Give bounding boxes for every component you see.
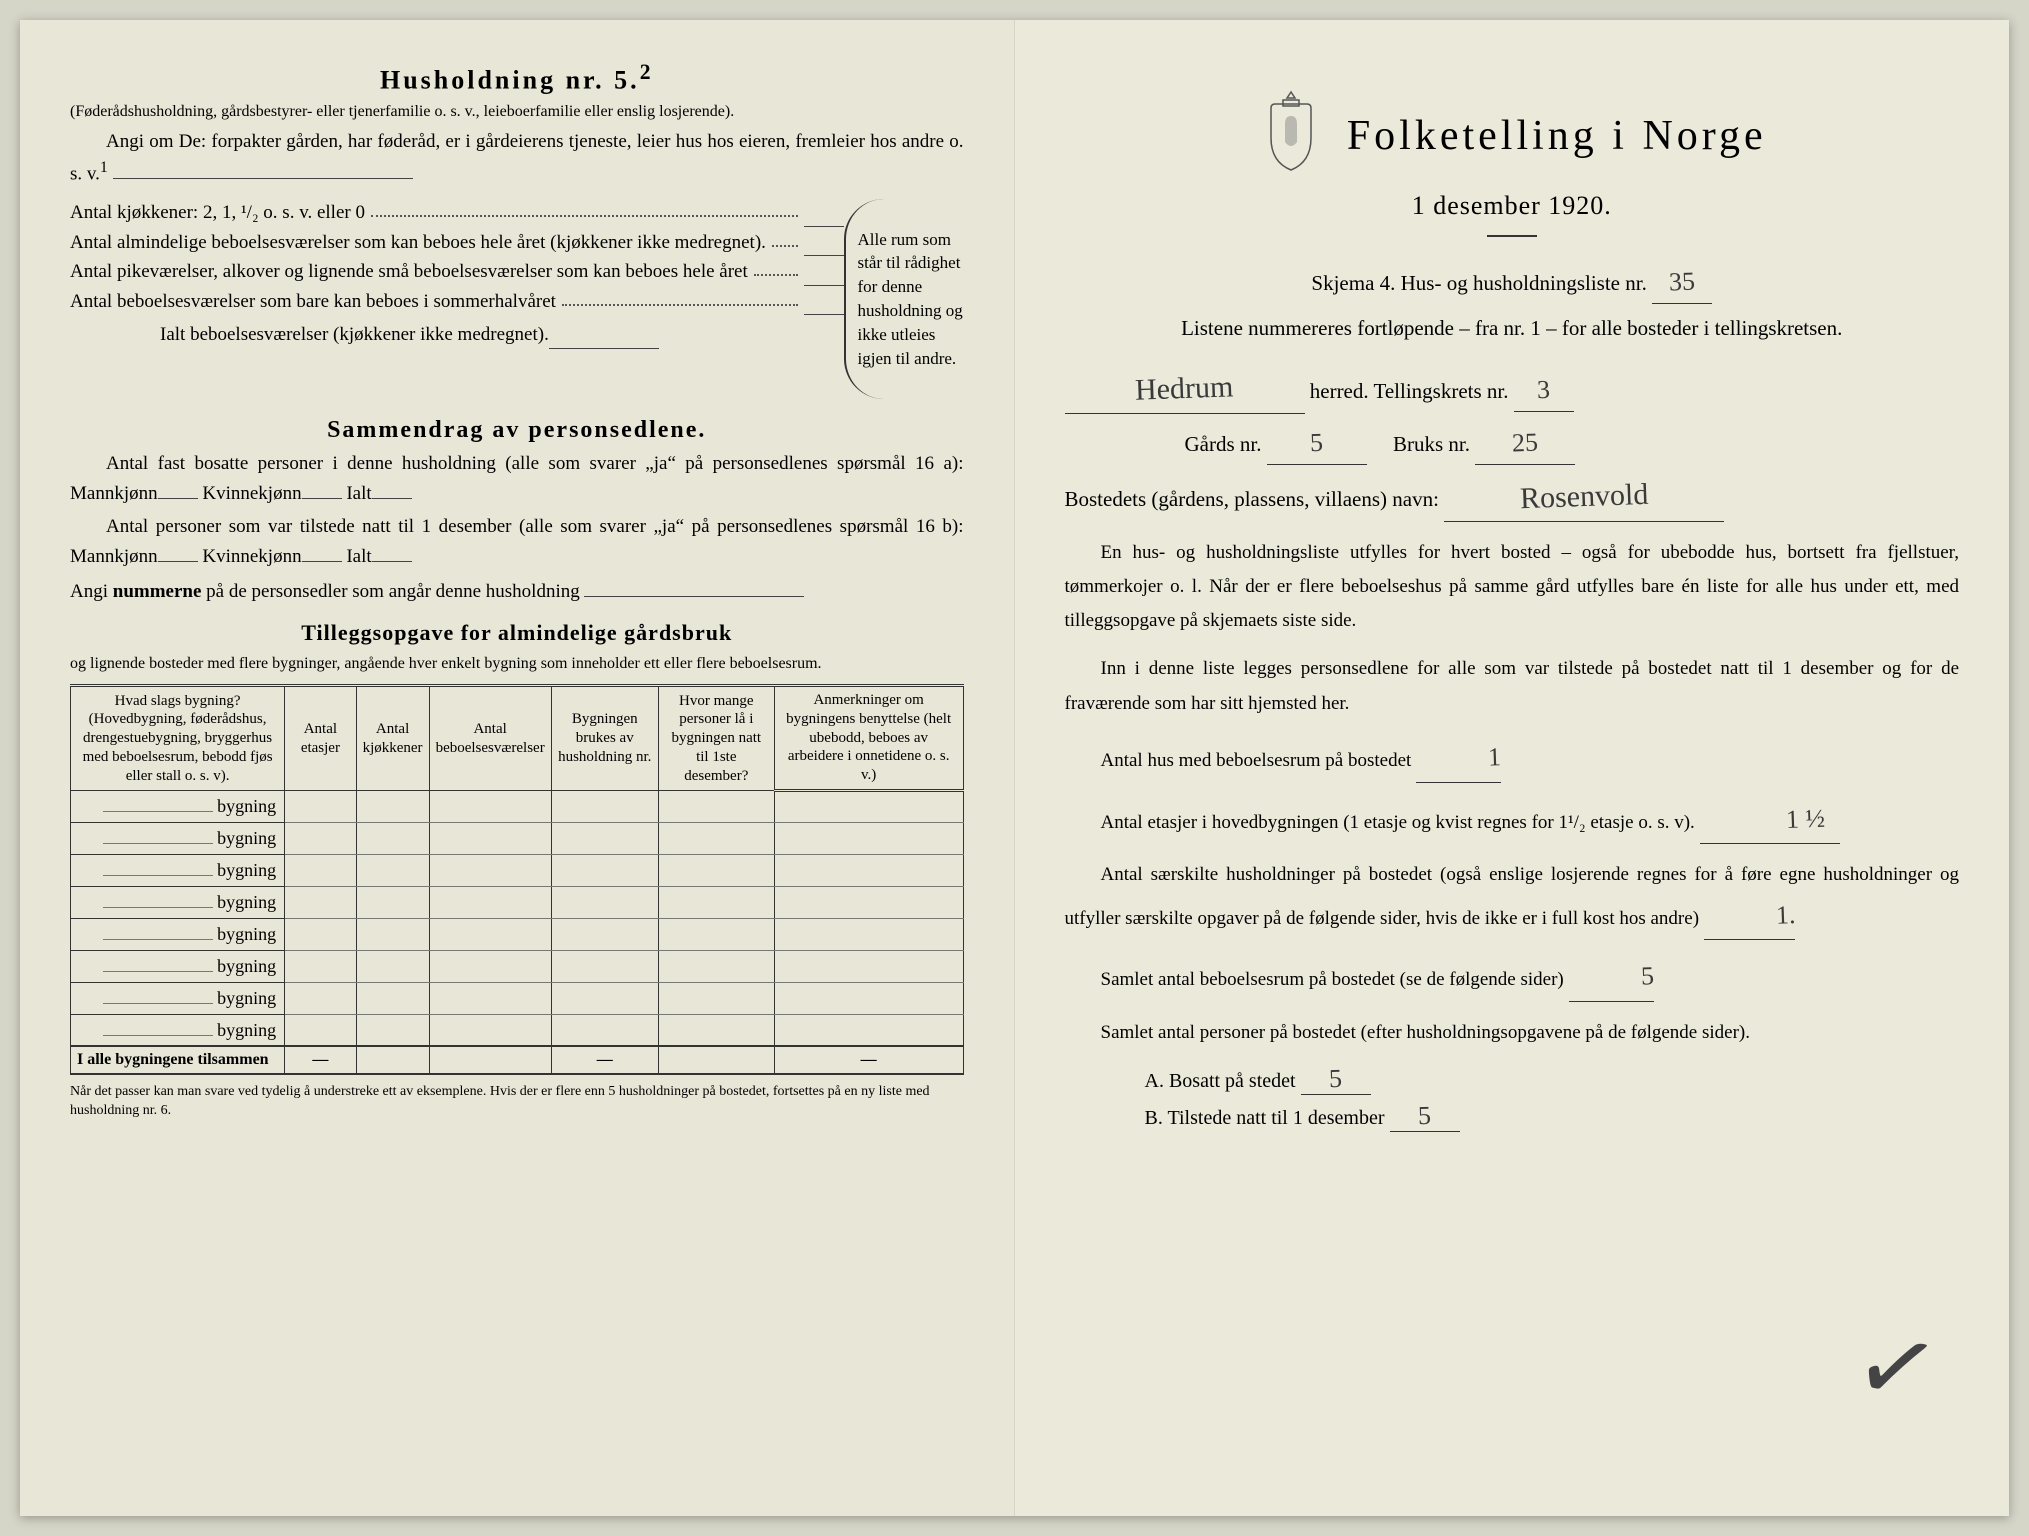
building-table: Hvad slags bygning? (Hovedbygning, føder… xyxy=(70,684,964,1075)
main-title: Folketelling i Norge xyxy=(1347,112,1767,160)
col-household: Bygningen brukes av husholdning nr. xyxy=(551,686,658,791)
table-row: bygning xyxy=(71,790,964,822)
rooms-block: Antal kjøkkener: 2, 1, ¹/₂ o. s. v. elle… xyxy=(70,199,964,399)
herred-line: Hedrum herred. Tellingskrets nr. 3 xyxy=(1065,365,1960,414)
summary-line-2: Antal personer som var tilstede natt til… xyxy=(70,513,964,572)
table-row: bygning xyxy=(71,950,964,982)
title-block: Folketelling i Norge 1 desember 1920. xyxy=(1065,90,1960,237)
col-type: Hvad slags bygning? (Hovedbygning, føder… xyxy=(71,686,285,791)
ab-block: A. Bosatt på stedet 5 B. Tilstede natt t… xyxy=(1145,1064,1960,1132)
tillegg-heading: Tilleggsopgave for almindelige gårdsbruk xyxy=(70,620,964,646)
para-instructions-1: En hus- og husholdningsliste utfylles fo… xyxy=(1065,536,1960,639)
col-persons: Hvor mange personer lå i bygningen natt … xyxy=(658,686,774,791)
intro-paren: (Føderådshusholdning, gårdsbestyrer- ell… xyxy=(70,100,964,124)
q4: Samlet antal beboelsesrum på bostedet (s… xyxy=(1065,954,1960,1002)
q3: Antal særskilte husholdninger på bostede… xyxy=(1065,858,1960,940)
table-row: bygning xyxy=(71,918,964,950)
document-spread: Husholdning nr. 5.2 (Føderådshusholdning… xyxy=(20,20,2009,1516)
table-row: bygning xyxy=(71,1014,964,1046)
table-row: bygning xyxy=(71,822,964,854)
gards-line: Gårds nr. 5 Bruks nr. 25 xyxy=(1065,422,1960,465)
crest-icon xyxy=(1257,90,1325,181)
para-instructions-2: Inn i denne liste legges personsedlene f… xyxy=(1065,652,1960,720)
intro-angi: Angi om De: forpakter gården, har føderå… xyxy=(70,128,964,189)
table-row: bygning xyxy=(71,854,964,886)
table-row: bygning xyxy=(71,982,964,1014)
household-heading: Husholdning nr. 5.2 xyxy=(70,60,964,96)
bosted-line: Bostedets (gårdens, plassens, villaens) … xyxy=(1065,473,1960,522)
col-floors: Antal etasjer xyxy=(285,686,356,791)
line-a: A. Bosatt på stedet 5 xyxy=(1145,1064,1960,1095)
table-row: bygning xyxy=(71,886,964,918)
left-page: Husholdning nr. 5.2 (Føderådshusholdning… xyxy=(20,20,1015,1516)
summary-row: I alle bygningene tilsammen ——— xyxy=(71,1046,964,1074)
bracket-note: Alle rum som står til rådighet for denne… xyxy=(844,199,964,399)
col-kitchens: Antal kjøkkener xyxy=(356,686,429,791)
col-remarks: Anmerkninger om bygningens benyttelse (h… xyxy=(774,686,963,791)
table-footnote: Når det passer kan man svare ved tydelig… xyxy=(70,1083,964,1119)
q2: Antal etasjer i hovedbygningen (1 etasje… xyxy=(1065,797,1960,845)
angi-line: Angi nummerne på de personsedler som ang… xyxy=(70,576,964,606)
col-rooms: Antal beboelsesværelser xyxy=(429,686,551,791)
tillegg-sub: og lignende bosteder med flere bygninger… xyxy=(70,652,964,676)
summary-line-1: Antal fast bosatte personer i denne hush… xyxy=(70,450,964,509)
skjema-line: Skjema 4. Hus- og husholdningsliste nr. … xyxy=(1065,261,1960,304)
listene-note: Listene nummereres fortløpende – fra nr.… xyxy=(1065,312,1960,346)
q5: Samlet antal personer på bostedet (efter… xyxy=(1065,1016,1960,1050)
summary-heading: Sammendrag av personsedlene. xyxy=(70,417,964,444)
right-page: Folketelling i Norge 1 desember 1920. Sk… xyxy=(1015,20,2010,1516)
line-b: B. Tilstede natt til 1 desember 5 xyxy=(1145,1101,1960,1132)
q1: Antal hus med beboelsesrum på bostedet 1 xyxy=(1065,735,1960,783)
checkmark-icon: ✓ xyxy=(1844,1302,1950,1434)
subtitle: 1 desember 1920. xyxy=(1065,191,1960,221)
